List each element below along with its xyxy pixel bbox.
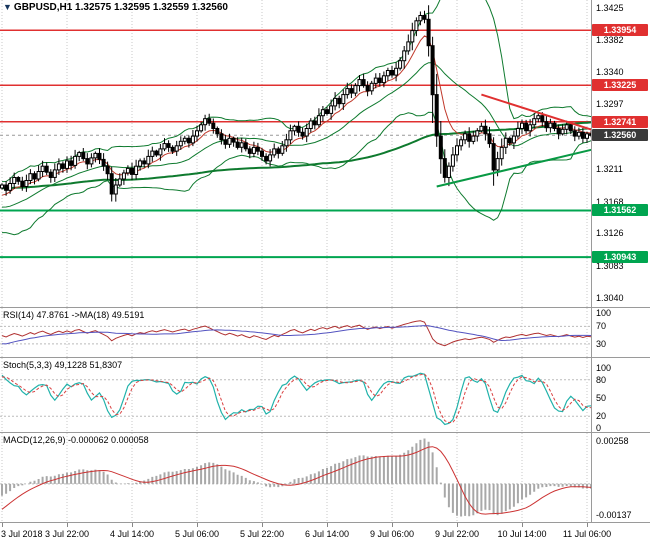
- price-tick-1.3040: 1.3040: [596, 293, 624, 303]
- rsi-tick-70: 70: [596, 321, 607, 331]
- candle-wicks: [1, 5, 591, 202]
- rsi-tick-100: 100: [596, 308, 612, 318]
- price-line-label-1.33225: 1.33225: [592, 79, 648, 91]
- bear-candles[interactable]: [4, 15, 591, 195]
- pane-separator[interactable]: [0, 357, 650, 358]
- price-line-label-1.32741: 1.32741: [592, 116, 648, 128]
- rsi-line[interactable]: [1, 320, 591, 347]
- time-tick: [522, 523, 523, 527]
- stoch-tick-50: 50: [596, 393, 607, 403]
- macd-histogram: [1, 438, 591, 517]
- macd-signal-line[interactable]: [1, 446, 591, 515]
- price-axis-separator: [591, 0, 592, 522]
- pane-separator[interactable]: [0, 432, 650, 433]
- ma-slow[interactable]: [2, 121, 591, 190]
- price-tick-1.3211: 1.3211: [596, 164, 623, 174]
- price-tick-1.3382: 1.3382: [596, 35, 624, 45]
- time-label-4: 5 Jul 22:00: [239, 529, 285, 539]
- time-label-9: 11 Jul 06:00: [562, 529, 612, 539]
- stoch-d-line[interactable]: [1, 373, 591, 424]
- rsi-tick-30: 30: [596, 339, 607, 349]
- time-tick: [67, 523, 68, 527]
- price-chart-canvas[interactable]: [0, 0, 591, 307]
- time-label-1: 3 Jul 22:00: [44, 529, 90, 539]
- price-tick-1.3126: 1.3126: [596, 228, 624, 238]
- stochastic-indicator-label: Stoch(5,3,3) 49,1228 51,8307: [3, 360, 123, 370]
- bull-candles[interactable]: [0, 15, 589, 195]
- price-line-label-1.33954: 1.33954: [592, 24, 648, 36]
- bollinger-middle[interactable]: [1, 62, 591, 208]
- stoch-tick-0: 0: [596, 423, 602, 433]
- stoch-tick-100: 100: [596, 363, 612, 373]
- stoch-tick-20: 20: [596, 411, 607, 421]
- price-axis[interactable]: 1.3425 1.3382 1.3340 1.3297 1.3211 1.3168 1.31…: [591, 0, 650, 522]
- symbol-icon: ▼: [3, 2, 12, 12]
- rsi-indicator-label: RSI(14) 47.8761 ->MA(18) 49.5191: [3, 310, 145, 320]
- price-tick-1.3083: 1.3083: [596, 261, 624, 271]
- bollinger-lower[interactable]: [2, 111, 591, 236]
- time-axis[interactable]: 3 Jul 2018 3 Jul 22:00 4 Jul 14:00 5 Jul 06…: [0, 523, 650, 550]
- price-tick-1.3425: 1.3425: [596, 3, 624, 13]
- time-tick: [587, 523, 588, 527]
- time-label-2: 4 Jul 14:00: [109, 529, 155, 539]
- time-label-6: 9 Jul 06:00: [369, 529, 415, 539]
- time-label-7: 9 Jul 22:00: [434, 529, 480, 539]
- time-tick: [132, 523, 133, 527]
- chart-title-text: GBPUSD,H1 1.32575 1.32595 1.32559 1.3256…: [13, 2, 228, 13]
- time-tick: [457, 523, 458, 527]
- stoch-k-line[interactable]: [1, 372, 591, 426]
- macd-scale-bottom: -0.00137: [596, 510, 632, 520]
- time-label-0: 3 Jul 2018: [1, 529, 43, 539]
- rsi-ma-line[interactable]: [1, 325, 591, 345]
- pane-separator: [0, 522, 650, 523]
- macd-scale-top: 0.00258: [596, 436, 629, 446]
- price-tick-1.3340: 1.3340: [596, 67, 624, 77]
- chart-title: ▼ GBPUSD,H1 1.32575 1.32595 1.32559 1.325…: [3, 2, 228, 13]
- support-trendline[interactable]: [436, 148, 591, 188]
- time-tick: [262, 523, 263, 527]
- price-line-label-1.31562: 1.31562: [592, 204, 648, 216]
- current-price-label: 1.32560: [592, 129, 648, 141]
- macd-indicator-label: MACD(12,26,9) -0.000062 0.000058: [3, 435, 149, 445]
- time-label-5: 6 Jul 14:00: [304, 529, 350, 539]
- price-tick-1.3297: 1.3297: [596, 99, 624, 109]
- pane-separator[interactable]: [0, 307, 650, 308]
- time-tick: [197, 523, 198, 527]
- rsi-pane-canvas[interactable]: [0, 308, 591, 357]
- resistance-trendline[interactable]: [481, 93, 591, 131]
- price-tick-1.3168: 1.3168: [596, 197, 624, 207]
- macd-pane-canvas[interactable]: [0, 433, 591, 522]
- time-label-8: 10 Jul 14:00: [497, 529, 547, 539]
- time-tick: [2, 523, 3, 527]
- bollinger-upper[interactable]: [1, 0, 591, 183]
- time-label-3: 5 Jul 06:00: [174, 529, 220, 539]
- stoch-tick-80: 80: [596, 375, 607, 385]
- price-line-label-1.30943: 1.30943: [592, 251, 648, 263]
- stochastic-pane-canvas[interactable]: [0, 358, 591, 432]
- time-tick: [392, 523, 393, 527]
- time-tick: [327, 523, 328, 527]
